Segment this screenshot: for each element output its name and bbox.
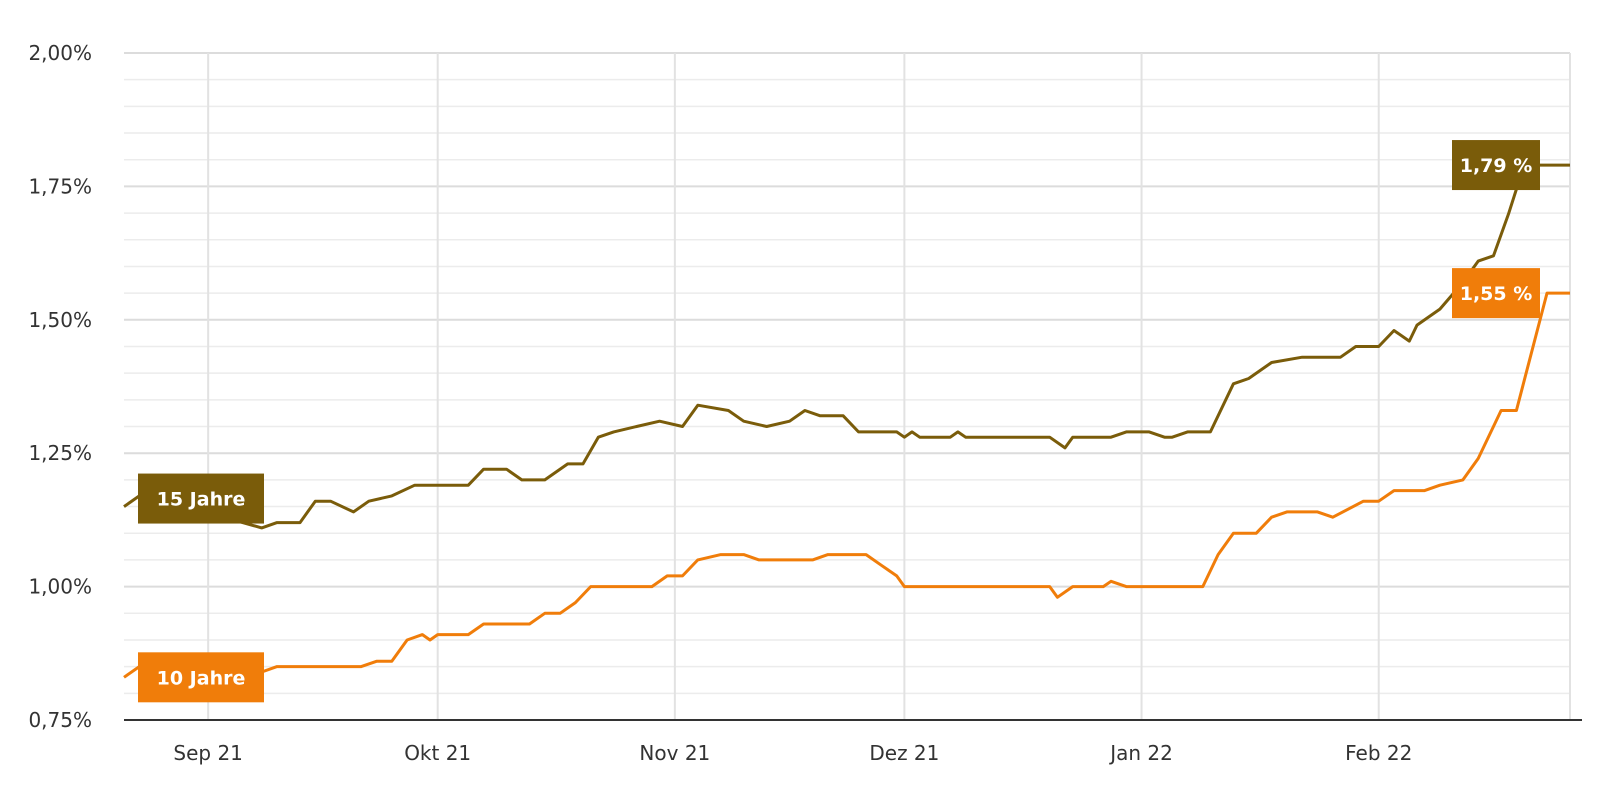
series-lines bbox=[123, 163, 1570, 679]
series-labels: 15 Jahre 1,79 % 10 Jahre 1,55 % bbox=[138, 140, 1540, 703]
y-tick-label: 1,25% bbox=[28, 441, 92, 465]
series-line bbox=[123, 291, 1570, 679]
series-name-label: 15 Jahre bbox=[157, 489, 246, 511]
end-value-label: 1,79 % bbox=[1460, 155, 1533, 177]
major-gridlines bbox=[124, 52, 1570, 588]
vertical-gridlines bbox=[207, 53, 1571, 720]
y-axis-ticks: 0,75% 1,00% 1,25% 1,50% 1,75% 2,00% bbox=[28, 41, 92, 732]
series-name-box bbox=[138, 473, 264, 524]
series-name-box bbox=[138, 652, 264, 703]
end-value-label: 1,55 % bbox=[1460, 283, 1533, 305]
x-tick-label: Dez 21 bbox=[869, 741, 939, 765]
minor-gridlines bbox=[124, 52, 1570, 721]
y-tick-label: 1,75% bbox=[28, 174, 92, 198]
x-tick-label: Nov 21 bbox=[639, 741, 710, 765]
x-tick-label: Jan 22 bbox=[1108, 741, 1173, 765]
x-axis-ticks: Sep 21 Okt 21 Nov 21 Dez 21 Jan 22 Feb 22 bbox=[173, 741, 1412, 765]
series-line bbox=[123, 163, 1570, 530]
end-value-box bbox=[1452, 268, 1540, 319]
end-value-box bbox=[1452, 140, 1540, 191]
x-tick-label: Feb 22 bbox=[1345, 741, 1412, 765]
y-tick-label: 0,75% bbox=[28, 708, 92, 732]
x-tick-label: Sep 21 bbox=[173, 741, 243, 765]
series-name-label: 10 Jahre bbox=[157, 667, 246, 689]
y-tick-label: 2,00% bbox=[28, 41, 92, 65]
y-tick-label: 1,50% bbox=[28, 308, 92, 332]
x-tick-label: Okt 21 bbox=[404, 741, 471, 765]
y-tick-label: 1,00% bbox=[28, 575, 92, 599]
